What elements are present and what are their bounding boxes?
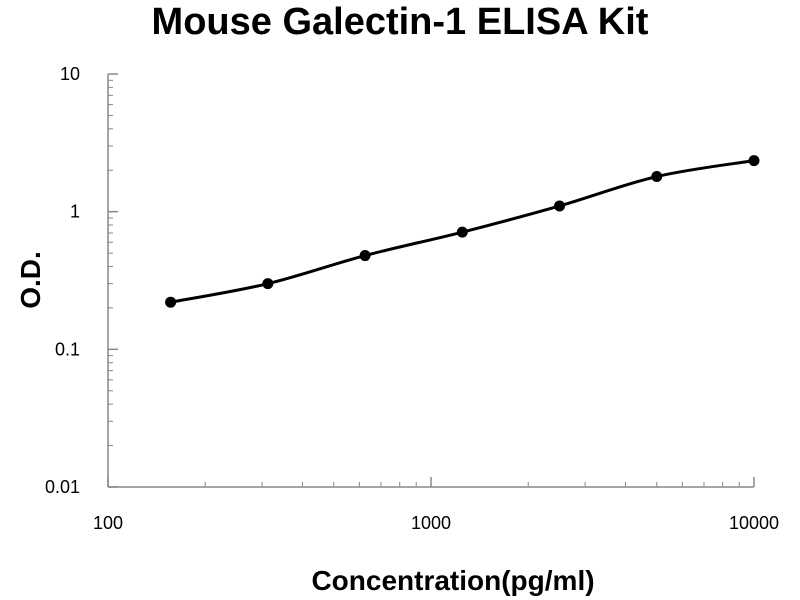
data-point [262, 278, 274, 290]
data-point [456, 226, 468, 238]
data-points [165, 155, 760, 308]
chart-title: Mouse Galectin-1 ELISA Kit [151, 1, 649, 43]
x-tick-label: 100 [93, 513, 123, 533]
y-tick-label: 0.1 [55, 339, 80, 359]
y-tick-label: 0.01 [45, 477, 80, 497]
data-point [554, 200, 566, 212]
x-axis-title: Concentration(pg/ml) [311, 565, 594, 596]
data-point [165, 296, 177, 308]
data-point [651, 171, 663, 183]
y-tick-label: 10 [60, 64, 80, 84]
data-point [748, 155, 760, 167]
x-axis: 100 1000 10000 [93, 477, 779, 533]
x-tick-label: 10000 [729, 513, 779, 533]
data-point [359, 250, 371, 262]
y-axis: 0.01 0.1 1 10 [45, 64, 118, 497]
x-tick-label: 1000 [411, 513, 451, 533]
y-axis-title: O.D. [15, 251, 46, 309]
y-tick-label: 1 [70, 202, 80, 222]
